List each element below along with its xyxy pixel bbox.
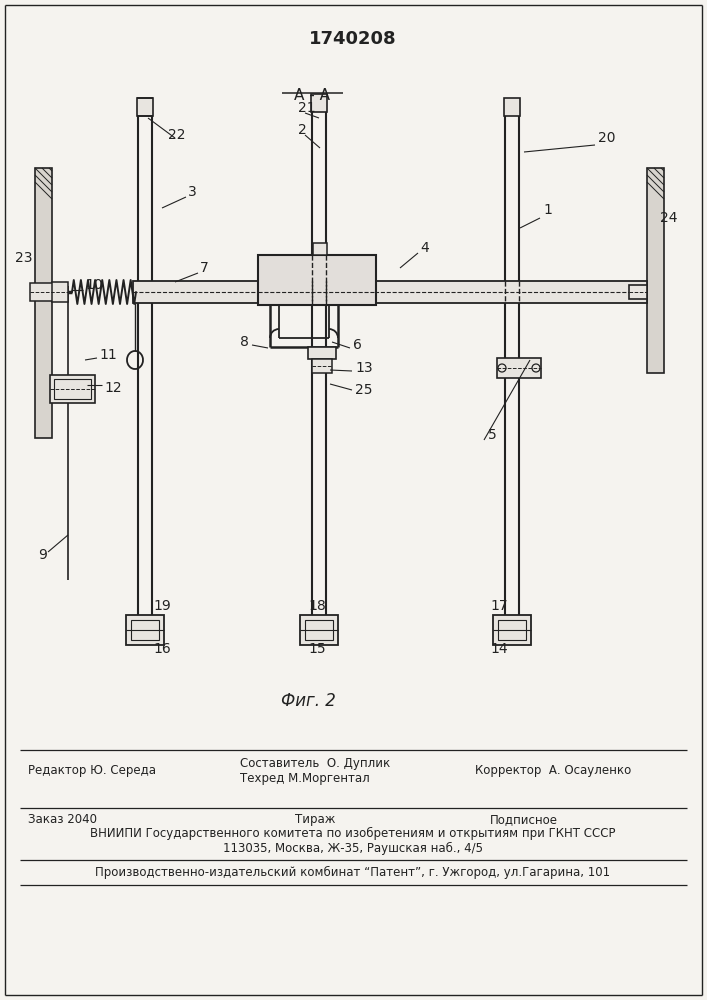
Text: Корректор  А. Осауленко: Корректор А. Осауленко: [475, 764, 631, 777]
Text: 1: 1: [543, 203, 552, 217]
Text: 20: 20: [598, 131, 616, 145]
Bar: [313, 243, 327, 255]
Text: 113035, Москва, Ж-35, Раушская наб., 4/5: 113035, Москва, Ж-35, Раушская наб., 4/5: [223, 842, 483, 855]
Text: Подписное: Подписное: [490, 813, 558, 826]
Bar: [52, 282, 68, 302]
Text: Тираж: Тираж: [295, 813, 335, 826]
Text: 16: 16: [153, 642, 171, 656]
Text: Редактор Ю. Середа: Редактор Ю. Середа: [28, 764, 156, 777]
Bar: [54, 379, 91, 399]
Text: 21: 21: [298, 101, 315, 115]
Text: Составитель  О. Дуплик: Составитель О. Дуплик: [240, 757, 390, 770]
Text: Техред М.Моргентал: Техред М.Моргентал: [240, 772, 370, 785]
Text: 19: 19: [153, 599, 171, 613]
Text: Фиг. 2: Фиг. 2: [281, 692, 335, 710]
Text: 4: 4: [420, 241, 428, 255]
Bar: [498, 620, 526, 640]
Text: 13: 13: [355, 361, 373, 375]
Bar: [305, 620, 333, 640]
Text: 2: 2: [298, 123, 307, 137]
Bar: [35, 168, 52, 438]
Text: Производственно-издательский комбинат “Патент”, г. Ужгород, ул.Гагарина, 101: Производственно-издательский комбинат “П…: [95, 866, 611, 879]
Bar: [50, 375, 95, 403]
Text: 24: 24: [660, 211, 677, 225]
Text: 15: 15: [308, 642, 326, 656]
Bar: [311, 94, 327, 112]
Bar: [308, 347, 336, 359]
Text: 1740208: 1740208: [309, 30, 397, 48]
Text: ВНИИПИ Государственного комитета по изобретениям и открытиям при ГКНТ СССР: ВНИИПИ Государственного комитета по изоб…: [90, 827, 616, 840]
Bar: [258, 255, 376, 305]
Bar: [30, 283, 67, 301]
Text: 12: 12: [104, 381, 122, 395]
Text: A - A: A - A: [294, 88, 330, 103]
Text: 23: 23: [15, 251, 33, 265]
Bar: [504, 98, 520, 116]
Text: 25: 25: [355, 383, 373, 397]
Text: 14: 14: [490, 642, 508, 656]
Text: Заказ 2040: Заказ 2040: [28, 813, 97, 826]
Bar: [137, 98, 153, 116]
Text: 5: 5: [488, 428, 497, 442]
Text: 8: 8: [240, 335, 249, 349]
Bar: [629, 285, 647, 299]
Bar: [131, 620, 159, 640]
Bar: [300, 615, 338, 645]
Text: 22: 22: [168, 128, 185, 142]
Bar: [126, 615, 164, 645]
Text: 10: 10: [85, 278, 103, 292]
Bar: [497, 358, 541, 378]
Text: 18: 18: [308, 599, 326, 613]
Bar: [647, 168, 664, 373]
Text: 3: 3: [188, 185, 197, 199]
Bar: [312, 359, 332, 373]
Bar: [493, 615, 531, 645]
Text: 17: 17: [490, 599, 508, 613]
Text: 9: 9: [38, 548, 47, 562]
Text: 11: 11: [99, 348, 117, 362]
Bar: [133, 281, 647, 303]
Text: 7: 7: [200, 261, 209, 275]
Text: 6: 6: [353, 338, 362, 352]
